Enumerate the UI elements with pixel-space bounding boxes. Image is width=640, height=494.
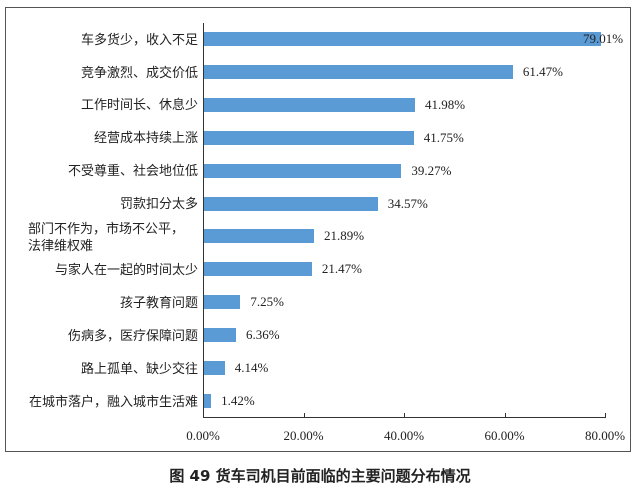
- y-axis: [203, 23, 204, 418]
- data-label: 79.01%: [583, 31, 624, 47]
- bar: [204, 229, 314, 244]
- category-label: 竞争激烈、成交价低: [80, 65, 198, 80]
- category-label: 车多货少，收入不足: [80, 32, 198, 47]
- x-tick-label: 80.00%: [584, 428, 626, 443]
- data-label: 21.89%: [323, 228, 365, 244]
- x-tick: [404, 413, 405, 418]
- data-label: 39.27%: [411, 162, 452, 178]
- data-label: 34.57%: [387, 195, 428, 211]
- bar: [204, 327, 236, 342]
- bar: [204, 196, 378, 211]
- bar: [204, 393, 212, 408]
- x-tick-label: 20.00%: [283, 428, 324, 443]
- data-label: 6.36%: [245, 326, 280, 342]
- data-label: 41.75%: [423, 129, 464, 145]
- data-label: 4.14%: [234, 359, 269, 375]
- x-tick: [504, 413, 506, 418]
- bar: [204, 98, 415, 113]
- x-tick-label: 40.00%: [383, 428, 425, 443]
- category-label: 罚款扣分太多: [119, 196, 198, 211]
- category-label: 法律维权难: [28, 238, 94, 253]
- data-label: 21.47%: [321, 261, 362, 277]
- plot-area: [203, 23, 605, 417]
- x-tick-label: 60.00%: [484, 428, 525, 443]
- data-label: 61.47%: [522, 64, 563, 80]
- category-label: 伤病多，医疗保障问题: [67, 328, 198, 343]
- category-label: 在城市落户，融入城市生活难: [28, 394, 198, 409]
- category-label: 部门不作为，市场不公平，: [28, 221, 185, 236]
- x-tick: [303, 413, 305, 418]
- x-tick: [203, 413, 204, 418]
- bar: [204, 32, 602, 47]
- data-label: 1.42%: [221, 392, 255, 408]
- bar: [204, 262, 312, 277]
- bar: [204, 360, 225, 375]
- bar: [204, 163, 402, 178]
- chart-frame: [5, 7, 631, 452]
- category-label: 路上孤单、缺少交往: [80, 361, 198, 376]
- category-label: 与家人在一起的时间太少: [54, 262, 198, 277]
- category-label: 不受尊重、社会地位低: [67, 163, 198, 178]
- category-label: 孩子教育问题: [119, 295, 198, 310]
- bar: [204, 130, 414, 145]
- figure-caption: 图 49 货车司机目前面临的主要问题分布情况: [169, 467, 471, 485]
- x-tick: [605, 413, 606, 418]
- x-tick-label: 0.00%: [186, 428, 220, 443]
- category-label: 工作时间长、休息少: [80, 97, 198, 112]
- category-label: 经营成本持续上涨: [93, 130, 198, 145]
- data-label: 41.98%: [424, 97, 466, 113]
- bar: [204, 65, 513, 80]
- data-label: 7.25%: [250, 294, 285, 310]
- bar: [204, 295, 241, 310]
